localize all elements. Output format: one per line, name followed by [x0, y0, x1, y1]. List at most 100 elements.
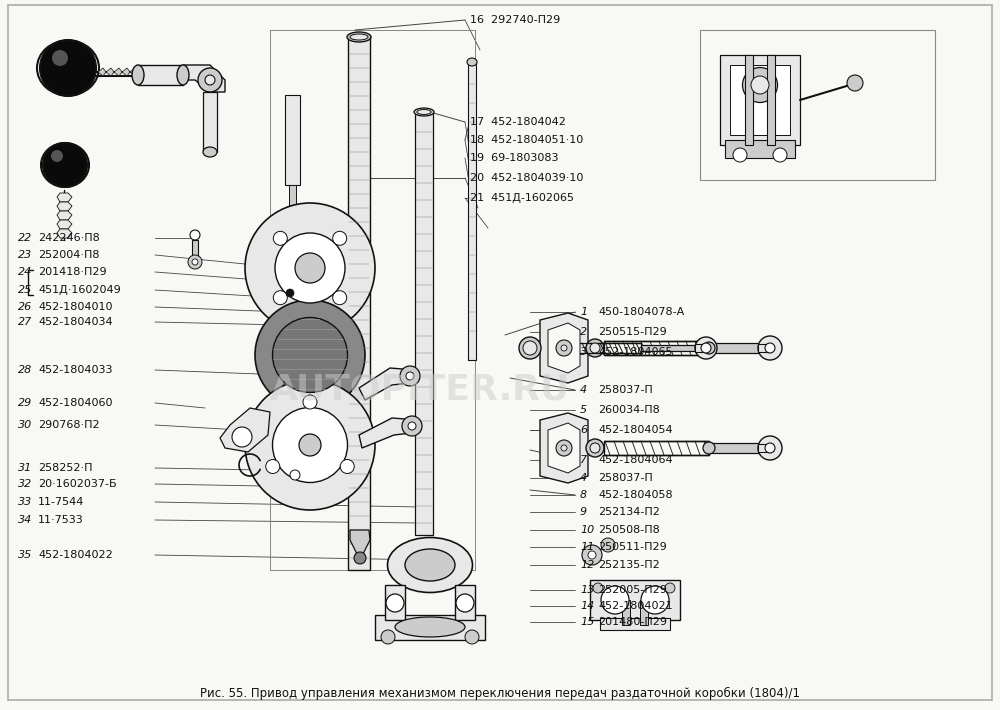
Ellipse shape: [751, 76, 769, 94]
Polygon shape: [106, 68, 114, 76]
Circle shape: [188, 255, 202, 269]
Text: 16  292740-П29: 16 292740-П29: [470, 15, 560, 25]
Ellipse shape: [523, 341, 537, 355]
Circle shape: [40, 40, 96, 96]
Circle shape: [601, 538, 615, 552]
Bar: [468, 60, 476, 360]
Text: 452-1804021: 452-1804021: [598, 601, 673, 611]
Circle shape: [847, 75, 863, 91]
Text: 252005-П29: 252005-П29: [598, 585, 667, 595]
Text: 34: 34: [18, 515, 32, 525]
Bar: [375, 615, 485, 640]
Circle shape: [765, 443, 775, 453]
Text: 1: 1: [580, 307, 587, 317]
Text: 8: 8: [580, 490, 587, 500]
Text: 9: 9: [580, 507, 587, 517]
Text: 452-1804033: 452-1804033: [38, 365, 112, 375]
Ellipse shape: [245, 203, 375, 333]
Text: 452-1804058: 452-1804058: [598, 490, 673, 500]
Polygon shape: [548, 323, 580, 373]
Circle shape: [465, 630, 479, 644]
Text: 10: 10: [580, 525, 594, 535]
Bar: [455, 585, 475, 620]
Bar: [553, 343, 641, 353]
Text: 252004·П8: 252004·П8: [38, 250, 100, 260]
Polygon shape: [359, 418, 420, 448]
Text: 17  452-1804042: 17 452-1804042: [470, 117, 566, 127]
Text: AUTOPITER.RU: AUTOPITER.RU: [270, 373, 570, 407]
Circle shape: [333, 290, 347, 305]
Circle shape: [561, 445, 567, 451]
Ellipse shape: [177, 65, 189, 85]
Text: 201418·П29: 201418·П29: [38, 267, 107, 277]
Ellipse shape: [601, 586, 629, 614]
Text: 14: 14: [580, 601, 594, 611]
Circle shape: [266, 459, 280, 474]
Text: 452-1804054: 452-1804054: [598, 425, 673, 435]
Polygon shape: [57, 220, 72, 229]
Bar: [604, 341, 709, 355]
Bar: [415, 110, 433, 535]
Text: 31: 31: [18, 463, 32, 473]
Ellipse shape: [350, 34, 368, 40]
Text: 258252·П: 258252·П: [38, 463, 92, 473]
Circle shape: [286, 289, 294, 297]
Circle shape: [556, 440, 572, 456]
Text: 451Д·1602049: 451Д·1602049: [38, 285, 121, 295]
Circle shape: [198, 68, 222, 92]
Ellipse shape: [742, 67, 778, 102]
Ellipse shape: [519, 337, 541, 359]
Text: 252134-П2: 252134-П2: [598, 507, 660, 517]
Ellipse shape: [255, 300, 365, 410]
Text: 11-7544: 11-7544: [38, 497, 84, 507]
Circle shape: [556, 340, 572, 356]
Text: 15: 15: [580, 617, 594, 627]
Circle shape: [593, 583, 603, 593]
Ellipse shape: [467, 58, 477, 66]
Bar: [730, 65, 790, 135]
Ellipse shape: [132, 65, 144, 85]
Text: 29: 29: [18, 398, 32, 408]
Circle shape: [354, 552, 366, 564]
Text: 3: 3: [580, 347, 587, 357]
Text: 12: 12: [580, 560, 594, 570]
Text: 4: 4: [580, 473, 587, 483]
Ellipse shape: [295, 253, 325, 283]
Bar: [138, 65, 183, 85]
Circle shape: [52, 50, 68, 66]
Ellipse shape: [590, 443, 600, 453]
Text: 290768·П2: 290768·П2: [38, 420, 100, 430]
Bar: [385, 585, 405, 620]
Circle shape: [273, 290, 287, 305]
Bar: [600, 618, 670, 630]
Ellipse shape: [703, 342, 715, 354]
Text: 26: 26: [18, 302, 32, 312]
Polygon shape: [98, 68, 106, 76]
Ellipse shape: [414, 108, 434, 116]
Bar: [641, 345, 696, 351]
Text: 452-1804064: 452-1804064: [598, 455, 673, 465]
Text: 5: 5: [580, 405, 587, 415]
Circle shape: [400, 366, 420, 386]
Text: 452-1804065: 452-1804065: [598, 347, 672, 357]
Ellipse shape: [203, 147, 217, 157]
Bar: [695, 344, 706, 352]
Circle shape: [290, 470, 300, 480]
Text: 25: 25: [18, 285, 32, 295]
Text: 250508-П8: 250508-П8: [598, 525, 660, 535]
Polygon shape: [57, 229, 72, 238]
Text: 260034-П8: 260034-П8: [598, 405, 660, 415]
Circle shape: [190, 230, 200, 240]
Circle shape: [758, 436, 782, 460]
Circle shape: [408, 422, 416, 430]
Ellipse shape: [347, 32, 371, 42]
Text: 2: 2: [580, 327, 587, 337]
Text: 6: 6: [580, 425, 587, 435]
Ellipse shape: [586, 439, 604, 457]
Circle shape: [758, 336, 782, 360]
Text: 21  451Д-1602065: 21 451Д-1602065: [470, 193, 574, 203]
Polygon shape: [548, 423, 580, 473]
Text: 11·7533: 11·7533: [38, 515, 84, 525]
Bar: [192, 240, 198, 258]
Circle shape: [192, 259, 198, 265]
